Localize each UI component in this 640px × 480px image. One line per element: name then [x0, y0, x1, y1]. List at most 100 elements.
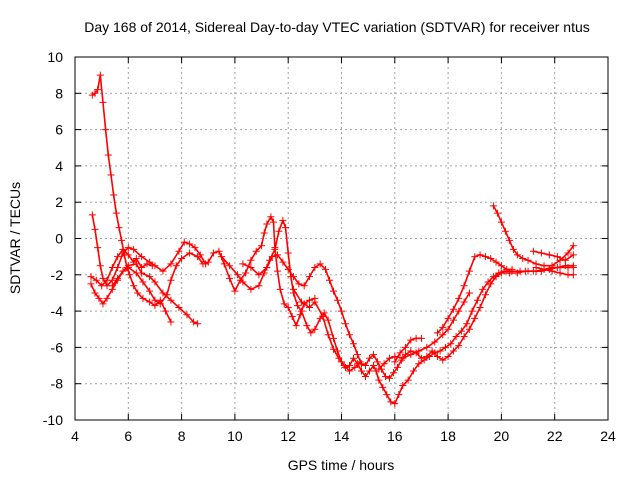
data-point: [210, 249, 218, 257]
data-point: [107, 171, 115, 179]
data-point: [415, 347, 423, 355]
data-point: [492, 258, 500, 266]
data-point: [471, 314, 479, 322]
data-point: [138, 253, 146, 261]
data-point: [247, 264, 255, 272]
data-point: [537, 249, 545, 257]
data-point: [391, 352, 399, 360]
data-point: [151, 296, 159, 304]
data-point: [444, 314, 452, 322]
data-point: [497, 269, 505, 277]
y-tick-label: -8: [51, 376, 64, 392]
y-tick-label: -2: [51, 267, 64, 283]
data-point: [167, 318, 175, 326]
data-point: [178, 254, 186, 262]
data-point: [501, 227, 509, 235]
data-point: [163, 291, 171, 299]
data-point: [306, 273, 314, 281]
data-point: [151, 278, 159, 286]
data-point: [375, 365, 383, 373]
series-line: [292, 288, 361, 372]
data-point: [385, 354, 393, 362]
data-point: [497, 218, 505, 226]
data-series: [87, 71, 577, 408]
data-point: [110, 191, 118, 199]
series-line: [111, 252, 204, 305]
data-point: [226, 262, 234, 270]
data-point: [349, 340, 357, 348]
data-point: [114, 253, 122, 261]
data-point: [92, 276, 100, 284]
data-point: [349, 354, 357, 362]
data-point: [341, 320, 349, 328]
data-point: [492, 273, 500, 281]
y-tick-label: 2: [55, 194, 63, 210]
data-point: [115, 224, 123, 232]
data-point: [365, 354, 373, 362]
axis-ticks: [74, 56, 609, 421]
data-point: [465, 325, 473, 333]
data-point: [99, 274, 107, 282]
data-point: [282, 224, 290, 232]
data-point: [404, 376, 412, 384]
data-point: [468, 307, 476, 315]
x-tick-labels: 4 6 8 10 12 14 16 18 20 22 24: [71, 428, 616, 444]
data-point: [505, 236, 513, 244]
data-point: [271, 245, 279, 253]
data-point: [519, 254, 527, 262]
data-point: [124, 244, 132, 252]
x-tick-label: 8: [178, 428, 186, 444]
data-point: [148, 262, 156, 270]
data-point: [345, 331, 353, 339]
data-point: [324, 331, 332, 339]
data-point: [439, 356, 447, 364]
data-point: [139, 294, 147, 302]
data-point: [524, 256, 532, 264]
data-point: [306, 296, 314, 304]
data-point: [279, 216, 287, 224]
data-point: [139, 278, 147, 286]
data-point: [489, 202, 497, 210]
data-point: [423, 352, 431, 360]
data-point: [447, 340, 455, 348]
series-track-6: [218, 216, 577, 408]
data-point: [94, 244, 102, 252]
data-point: [441, 343, 449, 351]
x-tick-label: 4: [71, 428, 79, 444]
data-point: [444, 352, 452, 360]
data-point: [330, 287, 338, 295]
data-point: [361, 372, 369, 380]
data-point: [487, 280, 495, 288]
chart-title: Day 168 of 2014, Sidereal Day-to-day VTE…: [84, 19, 590, 35]
data-point: [215, 247, 223, 255]
data-point: [324, 316, 332, 324]
data-point: [270, 218, 278, 226]
series-line: [220, 219, 575, 405]
data-point: [449, 316, 457, 324]
data-point: [103, 276, 111, 284]
data-point: [556, 269, 564, 277]
data-point: [124, 264, 132, 272]
data-point: [194, 320, 202, 328]
series-track-9: [391, 334, 425, 366]
data-point: [508, 265, 516, 273]
data-point: [307, 329, 315, 337]
y-tick-label: -4: [51, 303, 64, 319]
data-point: [292, 322, 300, 330]
data-point: [393, 363, 401, 371]
data-point: [569, 271, 577, 279]
data-point: [146, 287, 154, 295]
data-point: [103, 294, 111, 302]
data-point: [338, 307, 345, 315]
data-point: [487, 254, 495, 262]
data-point: [172, 262, 180, 270]
data-point: [295, 280, 303, 288]
data-point: [460, 282, 468, 290]
x-axis-label: GPS time / hours: [288, 457, 395, 473]
data-point: [465, 267, 473, 275]
data-point: [389, 369, 397, 377]
data-point: [383, 391, 391, 399]
data-point: [263, 264, 271, 272]
data-point: [284, 303, 292, 311]
